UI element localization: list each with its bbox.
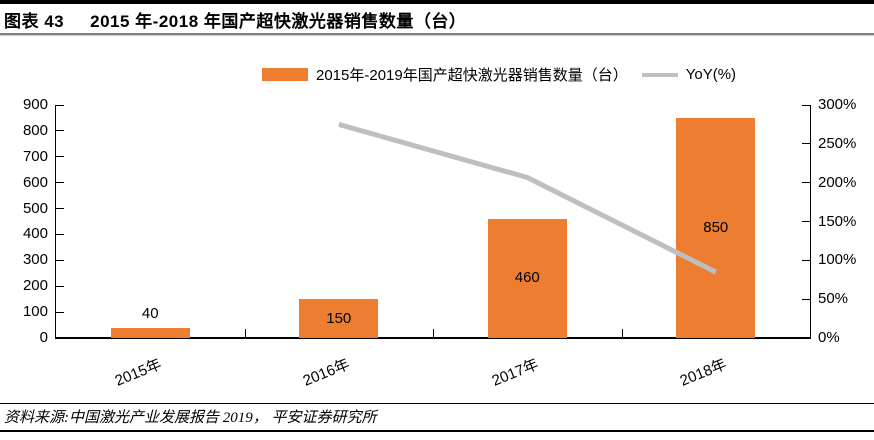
left-axis-tick-label: 800 <box>22 121 48 139</box>
left-axis-tick-label: 500 <box>22 199 48 217</box>
left-axis-tick <box>56 156 64 158</box>
left-y-axis-line <box>55 105 56 338</box>
right-axis-tick-label: 300% <box>818 96 857 113</box>
right-axis-tick-label: 250% <box>818 134 857 152</box>
line-series-swatch <box>641 72 678 77</box>
figure-title: 图表 43 2015 年-2018 年国产超快激光器销售数量（台） <box>4 7 466 32</box>
page-title: 2015 年-2018 年国产超快激光器销售数量（台） <box>90 12 467 31</box>
chart-legend: 2015年-2019年国产超快激光器销售数量（台） YoY(%) <box>262 64 736 85</box>
right-axis-tick-label: 150% <box>818 212 857 230</box>
left-axis-tick <box>56 182 64 184</box>
right-axis-tick <box>802 182 810 184</box>
left-axis-tick-label: 0 <box>39 329 48 346</box>
left-axis-tick <box>56 104 64 106</box>
right-axis-tick <box>802 298 810 300</box>
bar-value-label: 850 <box>703 218 729 236</box>
left-axis-tick <box>56 285 64 287</box>
right-axis-tick-label: 200% <box>818 173 857 191</box>
left-axis-tick <box>56 337 64 339</box>
x-axis-category-label: 2017年 <box>489 355 541 390</box>
figure-number-label: 图表 43 <box>4 12 65 31</box>
right-y-axis-line <box>810 105 811 338</box>
left-axis-tick <box>56 259 64 261</box>
left-axis-tick-label: 900 <box>22 96 48 113</box>
right-axis-tick-label: 0% <box>818 329 840 346</box>
top-divider <box>0 0 874 4</box>
x-axis-category-label: 2016年 <box>301 355 353 390</box>
left-axis-tick <box>56 311 64 313</box>
x-axis-tick <box>621 329 623 338</box>
bar-value-label: 460 <box>514 269 540 287</box>
x-axis-line <box>55 337 811 339</box>
right-axis-tick-label: 50% <box>818 290 849 308</box>
x-axis-category-label: 2018年 <box>678 355 730 390</box>
left-axis-tick-label: 400 <box>22 225 48 243</box>
right-axis-tick <box>802 221 810 222</box>
left-axis-tick-label: 700 <box>22 147 48 165</box>
line-series-label: YoY(%) <box>685 66 737 83</box>
source-note: 资料来源:中国激光产业发展报告 2019， 平安证券研究所 <box>4 410 377 426</box>
left-axis-tick-label: 200 <box>22 277 48 295</box>
left-axis-tick <box>56 208 64 210</box>
x-axis-category-label: 2015年 <box>112 355 164 390</box>
right-axis-tick <box>802 337 810 339</box>
right-axis-tick <box>802 104 810 106</box>
bar-2015年 <box>110 327 190 338</box>
bar-value-label: 40 <box>141 304 159 322</box>
right-axis-tick <box>802 259 810 261</box>
left-axis-tick <box>56 233 64 235</box>
bar-2016年 <box>299 299 379 338</box>
right-axis-tick <box>802 143 810 145</box>
left-axis-tick <box>56 130 64 132</box>
title-divider <box>0 33 874 36</box>
source-divider-bottom <box>0 430 874 432</box>
left-axis-tick-label: 100 <box>22 303 48 321</box>
bar-series-swatch <box>262 68 308 81</box>
source-divider-top <box>0 403 874 404</box>
x-axis-tick <box>433 329 434 338</box>
right-axis-tick-label: 100% <box>818 251 857 269</box>
bar-value-label: 150 <box>326 309 352 327</box>
x-axis-tick <box>244 329 246 338</box>
bar-series-label: 2015年-2019年国产超快激光器销售数量（台） <box>316 67 628 84</box>
left-axis-tick-label: 300 <box>22 251 48 269</box>
left-axis-tick-label: 600 <box>22 173 48 191</box>
